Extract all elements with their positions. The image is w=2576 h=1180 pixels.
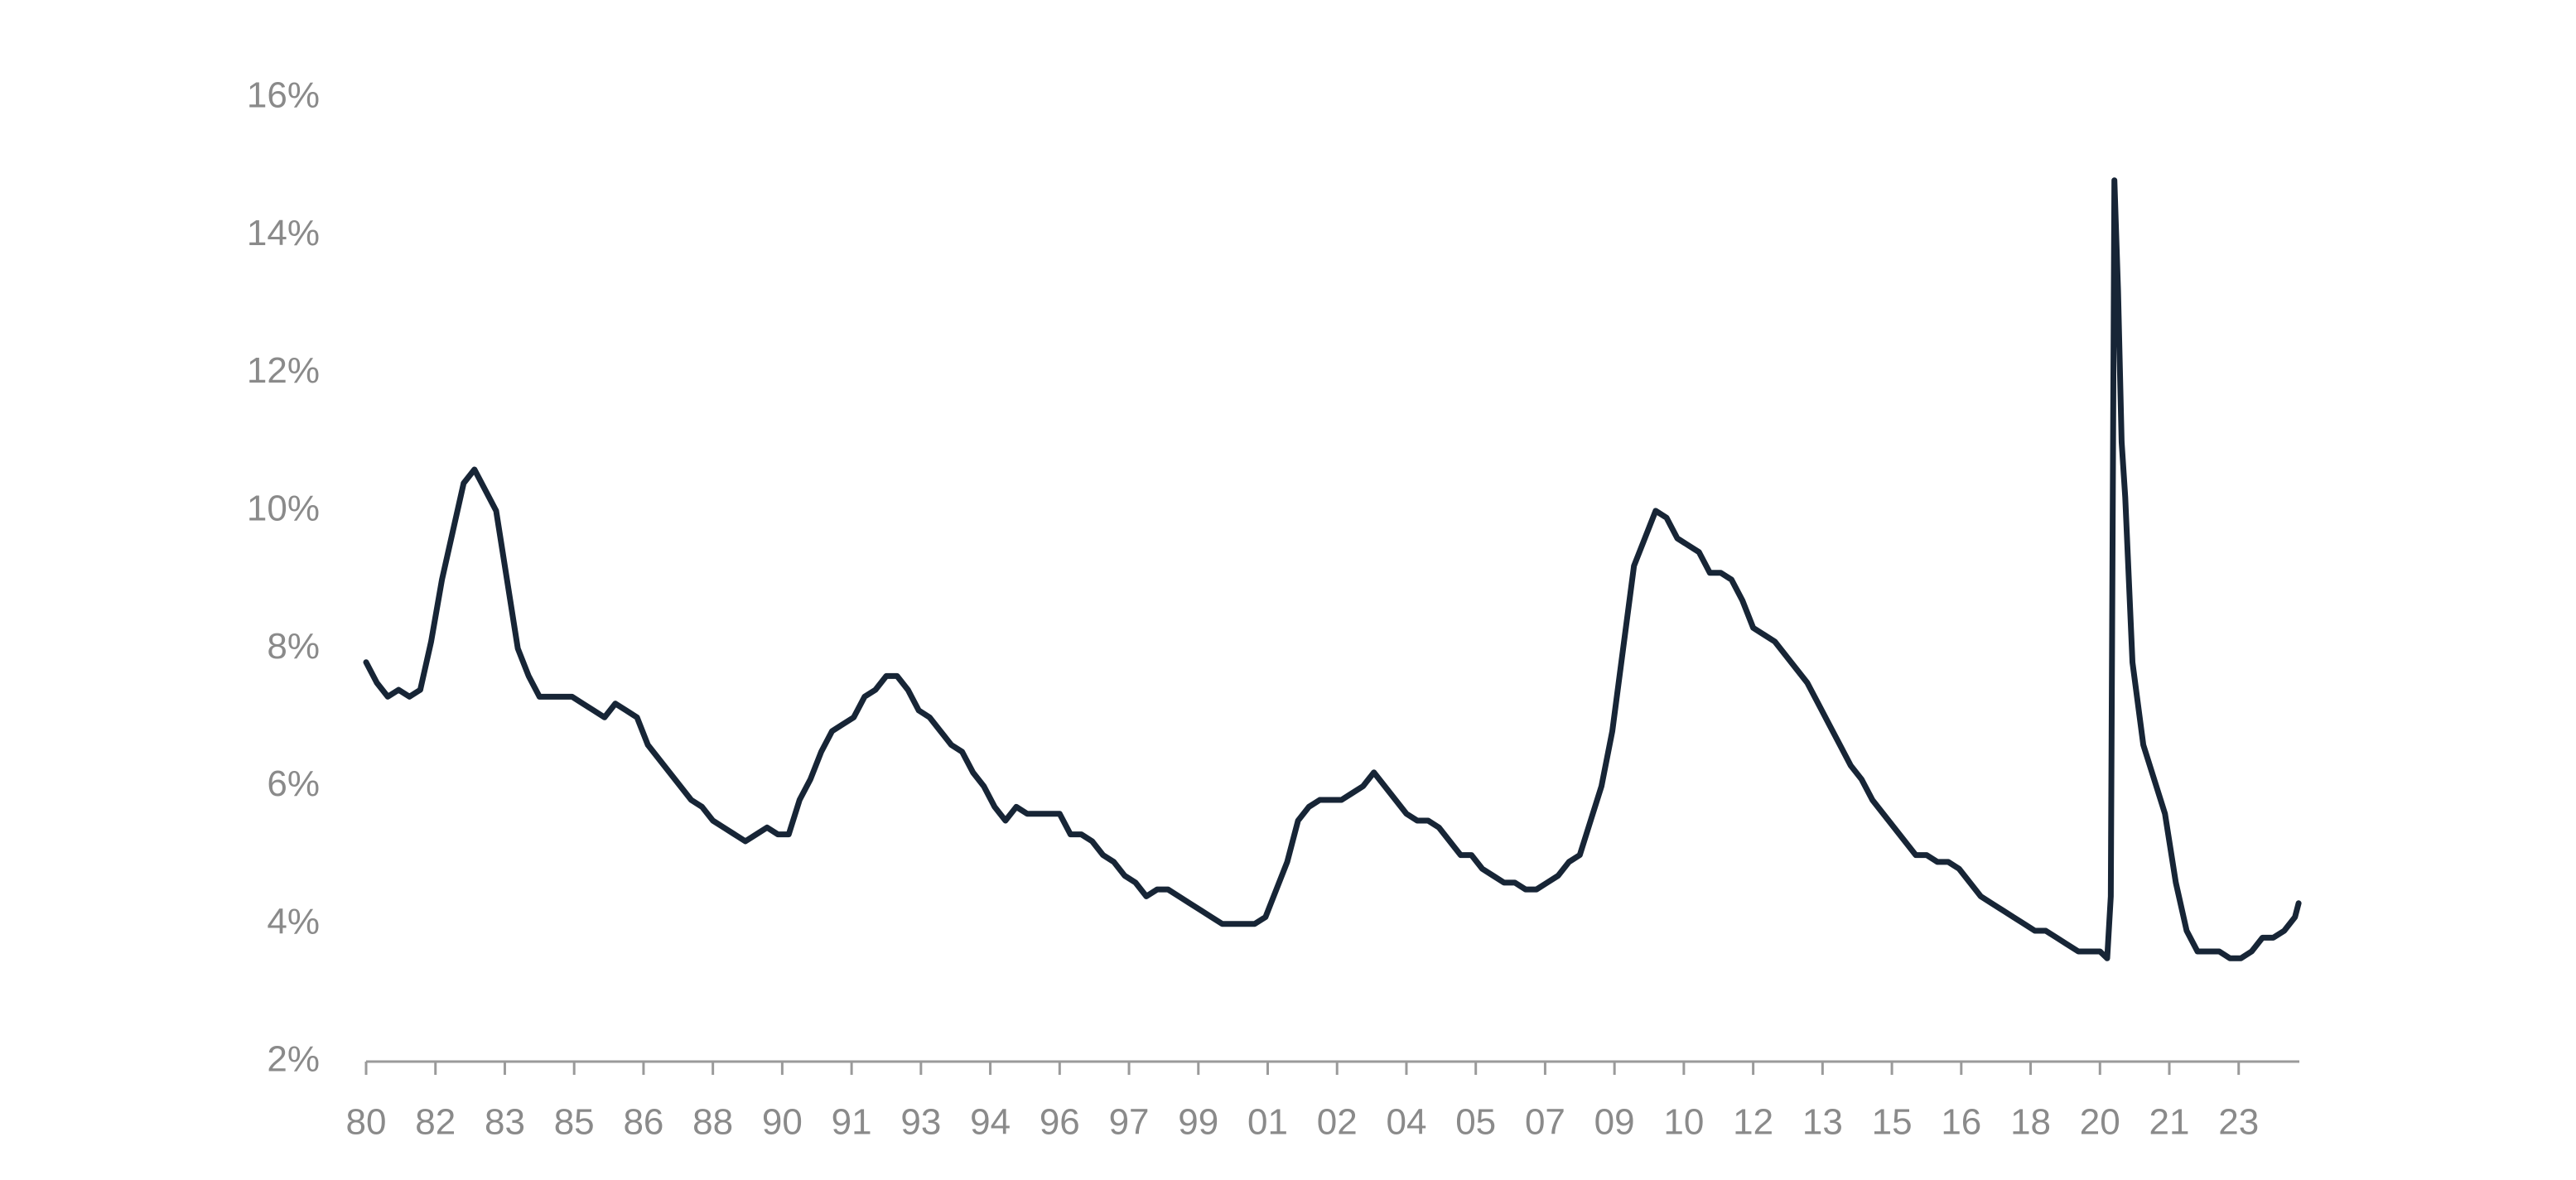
x-tick-label: 86 — [623, 1102, 663, 1143]
x-tick-label: 96 — [1040, 1102, 1080, 1143]
y-tick-label: 14% — [247, 213, 320, 253]
x-tick-label: 02 — [1317, 1102, 1358, 1143]
x-tick-label: 07 — [1525, 1102, 1565, 1143]
y-tick-label: 6% — [267, 763, 320, 804]
y-tick-label: 16% — [247, 75, 320, 116]
x-tick-label: 15 — [1872, 1102, 1913, 1143]
x-tick-label: 12 — [1733, 1102, 1773, 1143]
x-tick-label: 21 — [2149, 1102, 2190, 1143]
x-tick-label: 90 — [762, 1102, 803, 1143]
x-tick-label: 93 — [900, 1102, 941, 1143]
x-tick-label: 94 — [970, 1102, 1011, 1143]
x-tick-label: 18 — [2010, 1102, 2051, 1143]
x-tick-label: 80 — [346, 1102, 387, 1143]
x-tick-label: 82 — [415, 1102, 456, 1143]
y-tick-label: 2% — [267, 1039, 320, 1080]
x-tick-label: 97 — [1109, 1102, 1150, 1143]
x-tick-label: 01 — [1247, 1102, 1288, 1143]
y-tick-label: 12% — [247, 350, 320, 391]
x-tick-label: 91 — [832, 1102, 872, 1143]
x-tick-label: 05 — [1455, 1102, 1496, 1143]
x-tick-label: 09 — [1594, 1102, 1635, 1143]
x-tick-label: 04 — [1386, 1102, 1426, 1143]
y-tick-label: 10% — [247, 488, 320, 528]
x-tick-label: 99 — [1178, 1102, 1218, 1143]
x-tick-label: 10 — [1663, 1102, 1704, 1143]
x-tick-label: 16 — [1941, 1102, 1981, 1143]
x-tick-label: 23 — [2218, 1102, 2259, 1143]
x-tick-label: 85 — [554, 1102, 595, 1143]
data-line — [363, 177, 2302, 961]
y-tick-label: 8% — [267, 626, 320, 667]
x-tick-label: 13 — [1802, 1102, 1843, 1143]
x-tick-label: 83 — [485, 1102, 525, 1143]
x-tick-label: 20 — [2080, 1102, 2120, 1143]
y-tick-label: 4% — [267, 901, 320, 942]
x-tick-label: 88 — [692, 1102, 733, 1143]
